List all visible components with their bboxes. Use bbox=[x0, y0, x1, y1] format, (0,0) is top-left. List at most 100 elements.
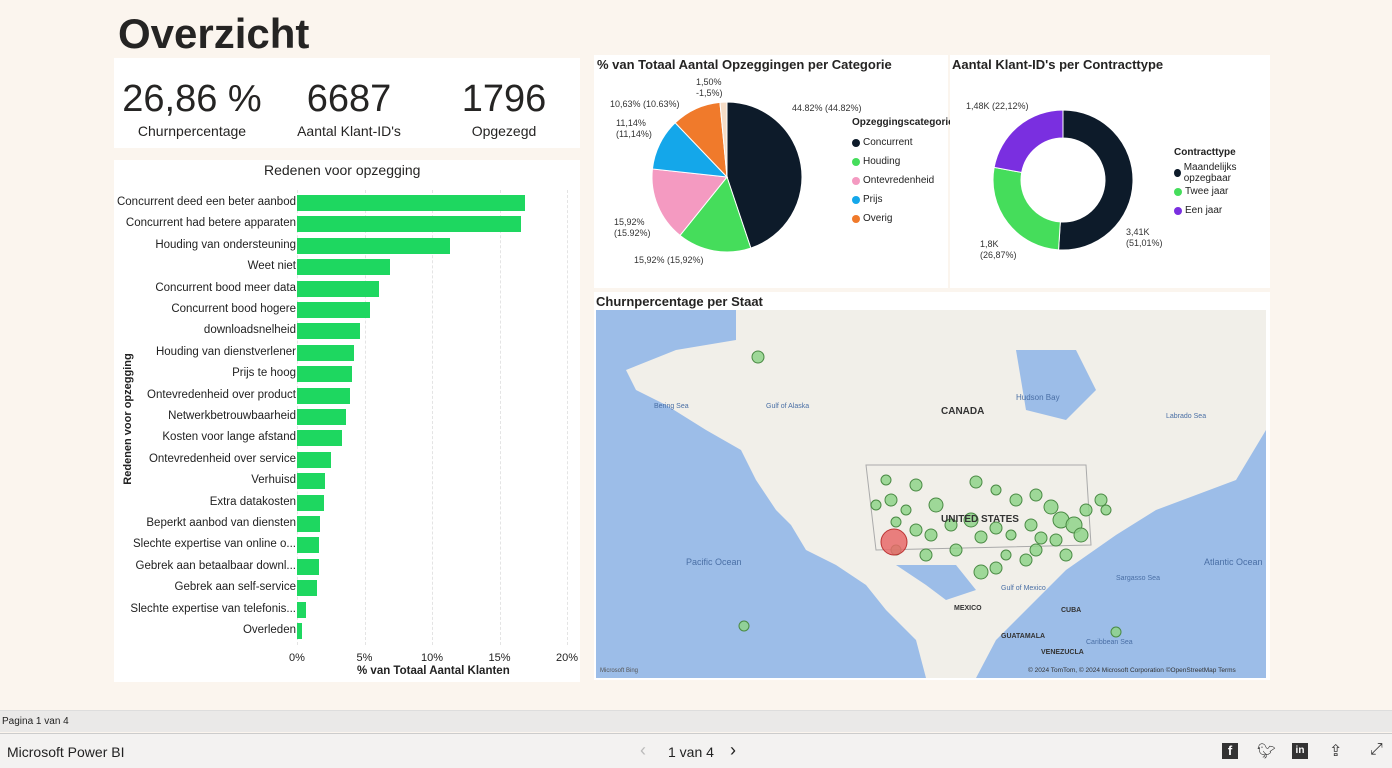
state-marker[interactable] bbox=[1009, 493, 1023, 507]
state-marker[interactable] bbox=[884, 493, 898, 507]
state-marker[interactable] bbox=[1059, 548, 1073, 562]
bar-row[interactable]: Kosten voor lange afstand bbox=[114, 430, 584, 447]
bar[interactable] bbox=[297, 580, 318, 597]
state-marker[interactable] bbox=[974, 530, 988, 544]
state-marker[interactable] bbox=[1110, 626, 1122, 638]
slice-houding[interactable] bbox=[679, 175, 752, 253]
bar-row[interactable]: Concurrent bood meer data bbox=[114, 280, 584, 297]
state-marker[interactable] bbox=[870, 499, 882, 511]
state-marker[interactable] bbox=[1024, 518, 1038, 532]
legend-item[interactable]: Maandelijks opzegbaar bbox=[1174, 162, 1270, 184]
state-marker[interactable] bbox=[1000, 549, 1012, 561]
state-marker[interactable] bbox=[928, 497, 944, 513]
next-page-button[interactable]: › bbox=[730, 740, 736, 760]
bar-row[interactable]: Concurrent deed een beter aanbod bbox=[114, 195, 584, 211]
state-marker[interactable] bbox=[973, 564, 989, 580]
bar[interactable] bbox=[297, 216, 522, 233]
bar-row[interactable]: Gebrek aan self-service bbox=[114, 580, 584, 597]
legend-item[interactable]: Prijs bbox=[852, 190, 954, 209]
slice-maandelijks-opzegbaar[interactable] bbox=[1058, 109, 1134, 251]
state-marker[interactable] bbox=[880, 474, 892, 486]
bar[interactable] bbox=[297, 558, 319, 575]
churn-map[interactable]: CANADA UNITED STATES MEXICO CUBA GUATAMA… bbox=[596, 310, 1266, 678]
state-marker[interactable] bbox=[969, 475, 983, 489]
map-attribution[interactable]: © 2024 TomTom, © 2024 Microsoft Corporat… bbox=[1028, 666, 1237, 674]
bar[interactable] bbox=[297, 430, 342, 447]
bar-row[interactable]: downloadsnelheid bbox=[114, 323, 584, 340]
state-marker[interactable] bbox=[944, 518, 958, 532]
legend-item[interactable]: Twee jaar bbox=[1174, 182, 1270, 201]
bar-row[interactable]: Gebrek aan betaalbaar downl... bbox=[114, 558, 584, 575]
bar[interactable] bbox=[297, 409, 346, 425]
bar-row[interactable]: Houding van ondersteuning bbox=[114, 237, 584, 254]
twitter-icon[interactable]: 🐦︎ bbox=[1257, 743, 1277, 760]
slice-een-jaar[interactable] bbox=[993, 109, 1064, 174]
state-marker[interactable] bbox=[963, 512, 979, 528]
state-marker[interactable] bbox=[1073, 527, 1089, 543]
bar[interactable] bbox=[297, 516, 320, 532]
bar[interactable] bbox=[297, 494, 324, 511]
bar[interactable] bbox=[297, 623, 303, 639]
state-marker[interactable] bbox=[1029, 488, 1043, 502]
state-marker[interactable] bbox=[1005, 529, 1017, 541]
bar-row[interactable]: Slechte expertise van telefonis... bbox=[114, 601, 584, 618]
state-marker-california[interactable] bbox=[880, 528, 908, 556]
bar-row[interactable]: Verhuisd bbox=[114, 473, 584, 490]
legend-item[interactable]: Een jaar bbox=[1174, 201, 1270, 220]
facebook-icon[interactable]: f bbox=[1222, 743, 1238, 759]
state-marker[interactable] bbox=[1100, 504, 1112, 516]
bar-row[interactable]: Concurrent bood hogere bbox=[114, 302, 584, 318]
state-marker[interactable] bbox=[1079, 503, 1093, 517]
legend-item[interactable]: Overig bbox=[852, 209, 954, 228]
fullscreen-icon[interactable]: ⤢ bbox=[1370, 741, 1383, 758]
bar[interactable] bbox=[297, 237, 450, 254]
state-marker[interactable] bbox=[1043, 499, 1059, 515]
state-marker[interactable] bbox=[909, 478, 923, 492]
state-marker[interactable] bbox=[909, 523, 923, 537]
legend-item[interactable]: Ontevredenheid bbox=[852, 171, 954, 190]
legend-item[interactable]: Concurrent bbox=[852, 133, 954, 152]
bar-row[interactable]: Netwerkbetrouwbaarheid bbox=[114, 409, 584, 425]
bar[interactable] bbox=[297, 302, 370, 318]
state-marker[interactable] bbox=[990, 484, 1002, 496]
state-marker[interactable] bbox=[890, 516, 902, 528]
bar[interactable] bbox=[297, 387, 350, 404]
bar-row[interactable]: Slechte expertise van online o... bbox=[114, 537, 584, 554]
state-marker[interactable] bbox=[1049, 533, 1063, 547]
brand-link[interactable]: Microsoft Power BI bbox=[7, 744, 125, 760]
state-marker[interactable] bbox=[989, 521, 1003, 535]
bar[interactable] bbox=[297, 259, 391, 276]
bar[interactable] bbox=[297, 344, 354, 361]
bar-row[interactable]: Concurrent had betere apparaten bbox=[114, 216, 584, 233]
bar-row[interactable]: Prijs te hoog bbox=[114, 366, 584, 383]
bar-row[interactable]: Weet niet bbox=[114, 259, 584, 276]
slice-other[interactable] bbox=[719, 101, 728, 178]
bar[interactable] bbox=[297, 537, 319, 554]
bar[interactable] bbox=[297, 280, 380, 297]
state-marker[interactable] bbox=[949, 543, 963, 557]
prev-page-button[interactable]: ‹ bbox=[640, 740, 646, 760]
state-marker[interactable] bbox=[924, 528, 938, 542]
bar[interactable] bbox=[297, 195, 526, 211]
linkedin-icon[interactable]: in bbox=[1292, 743, 1308, 759]
state-marker[interactable] bbox=[919, 548, 933, 562]
bar-row[interactable]: Overleden bbox=[114, 623, 584, 639]
state-marker[interactable] bbox=[738, 620, 750, 632]
bar[interactable] bbox=[297, 451, 331, 468]
state-marker[interactable] bbox=[1094, 493, 1108, 507]
state-marker[interactable] bbox=[900, 504, 912, 516]
state-marker[interactable] bbox=[989, 561, 1003, 575]
slice-ontevredenheid[interactable] bbox=[651, 168, 728, 237]
state-marker[interactable] bbox=[1019, 553, 1033, 567]
state-marker[interactable] bbox=[751, 350, 765, 364]
bar[interactable] bbox=[297, 601, 307, 618]
state-marker[interactable] bbox=[1034, 531, 1048, 545]
slice-twee-jaar[interactable] bbox=[992, 166, 1061, 251]
share-icon[interactable]: ⇪ bbox=[1329, 743, 1343, 760]
bar[interactable] bbox=[297, 323, 361, 340]
bar-row[interactable]: Extra datakosten bbox=[114, 494, 584, 511]
bar[interactable] bbox=[297, 366, 353, 383]
slice-concurrent[interactable] bbox=[726, 101, 803, 249]
state-marker[interactable] bbox=[1029, 543, 1043, 557]
legend-item[interactable]: Houding bbox=[852, 152, 954, 171]
